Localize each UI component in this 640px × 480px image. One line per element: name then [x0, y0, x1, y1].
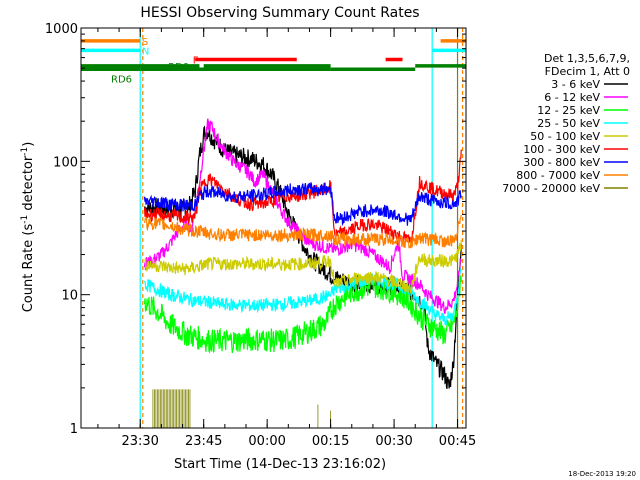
- y-tick-label: 100: [53, 155, 78, 170]
- flag-label-s: S: [142, 37, 148, 48]
- legend-entry-label: 300 - 800 keV: [523, 156, 600, 169]
- legend-entry-label: 25 - 50 keV: [537, 117, 600, 130]
- plot-area: SN F RD0 RD6: [81, 28, 466, 428]
- y-axis-label-sup: -1: [20, 147, 30, 156]
- y-tick-label: 1: [70, 422, 78, 437]
- y-axis-label-part: Count Rate (s: [21, 224, 36, 313]
- legend-entry-label: 100 - 300 keV: [523, 143, 600, 156]
- x-tick-label: 23:45: [185, 434, 222, 449]
- series-line-3-6kev: [143, 125, 462, 389]
- x-tick-label: 00:00: [248, 434, 285, 449]
- footer-stamp: 18-Dec-2013 19:20: [568, 470, 636, 478]
- legend-entry-label: 3 - 6 keV: [551, 78, 600, 91]
- y-tick-label: 10: [61, 289, 78, 304]
- x-tick-label: 23:30: [121, 434, 158, 449]
- flag-label-rd0: RD0: [168, 62, 189, 73]
- plot-frame: [80, 27, 467, 429]
- legend-entry-label: 12 - 25 keV: [537, 104, 600, 117]
- legend-entry-label: 50 - 100 keV: [530, 130, 600, 143]
- series-line-12-25kev: [143, 275, 462, 354]
- flag-label-f: F: [193, 56, 199, 67]
- y-axis: 1000 100 10 1: [45, 22, 466, 437]
- flag-bars: SN F RD0 RD6: [81, 37, 466, 85]
- legend-entry-label: 6 - 12 keV: [544, 91, 600, 104]
- x-tick-label: 00:30: [375, 434, 412, 449]
- series-line-50-100kev: [144, 239, 462, 295]
- legend-header: FDecim 1, Att 0: [545, 65, 630, 78]
- legend-entry-label: 800 - 7000 keV: [516, 169, 600, 182]
- series-line-800-7000kev: [143, 214, 462, 249]
- y-axis-label: Count Rate (s-1 detector-1): [20, 142, 36, 313]
- flag-label-n: N: [142, 46, 149, 57]
- y-tick-label: 1000: [45, 22, 78, 37]
- series-line-25-50kev: [143, 267, 462, 326]
- chart-title: HESSI Observing Summary Count Rates: [140, 5, 419, 21]
- y-axis-label-part: detector: [21, 155, 36, 215]
- x-axis-label: Start Time (14-Dec-13 23:16:02): [174, 457, 386, 472]
- y-axis-label-sup: -1: [20, 215, 30, 224]
- x-tick-label: 00:15: [312, 434, 349, 449]
- y-axis-label-part: ): [21, 142, 36, 147]
- x-tick-label: 00:45: [439, 434, 476, 449]
- series-line-300-800kev: [143, 182, 462, 227]
- series-line-100-300kev: [143, 149, 462, 245]
- x-axis: 23:30 23:45 00:00 00:15 00:30 00:45: [97, 28, 476, 449]
- flag-label-rd6: RD6: [111, 74, 132, 85]
- legend: Det 1,3,5,6,7,9,FDecim 1, Att 03 - 6 keV…: [502, 52, 630, 195]
- legend-entry-label: 7000 - 20000 keV: [502, 182, 600, 195]
- legend-header: Det 1,3,5,6,7,9,: [544, 52, 630, 65]
- series-7000-20000-kev: [152, 389, 458, 428]
